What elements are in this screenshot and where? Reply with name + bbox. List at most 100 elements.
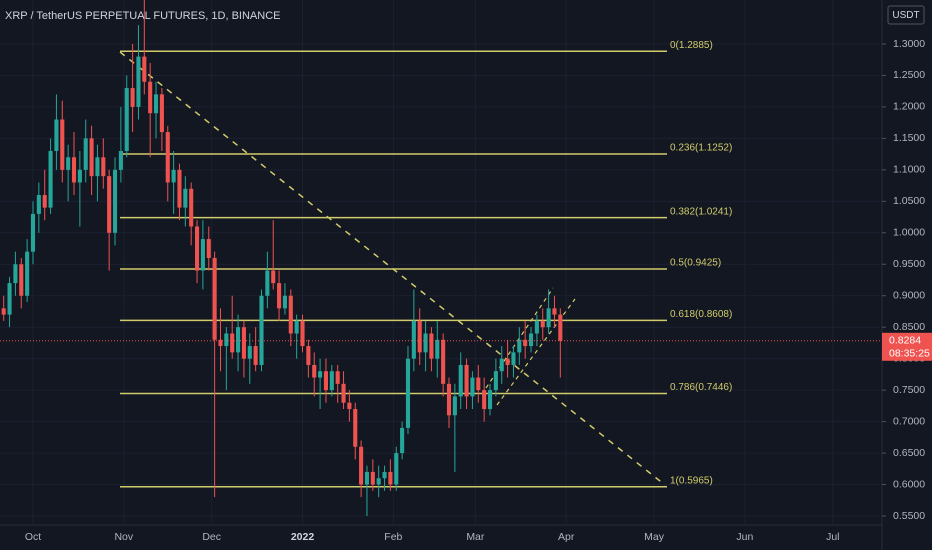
- currency-box[interactable]: [887, 5, 925, 25]
- y-tick-label: 0.6000: [893, 478, 925, 490]
- countdown: 08:35:25: [889, 348, 930, 360]
- candle-body: [400, 427, 405, 454]
- candle-body: [470, 377, 475, 397]
- candle-body: [89, 138, 94, 177]
- y-tick-label: 0.9500: [893, 258, 925, 270]
- candle-body: [60, 119, 65, 170]
- candle-body: [282, 295, 287, 309]
- channel-lower: [496, 298, 576, 406]
- candle-body: [212, 257, 217, 340]
- candle-body: [435, 339, 440, 359]
- candle-body: [71, 157, 77, 183]
- candle-body: [277, 283, 282, 309]
- candle-body: [405, 358, 411, 428]
- fib-label: 1(0.5965): [670, 475, 713, 486]
- candle-body: [136, 56, 141, 107]
- candle-body: [534, 320, 539, 334]
- candle-body: [441, 339, 446, 384]
- candle-body: [411, 320, 416, 359]
- candle-body: [54, 119, 59, 151]
- candle-body: [177, 169, 182, 208]
- candle-body: [83, 138, 88, 170]
- candle-body: [312, 364, 317, 378]
- y-tick-label: 1.0500: [893, 195, 925, 207]
- candle-body: [429, 333, 434, 359]
- candle-body: [335, 371, 340, 384]
- candle-body: [353, 409, 358, 447]
- y-tick-label: 1.1000: [893, 164, 925, 176]
- y-tick-label: 1.1500: [893, 132, 925, 144]
- candle-body: [200, 239, 205, 271]
- candle-body: [364, 471, 370, 485]
- trendline: [119, 51, 666, 486]
- y-tick-label: 1.0000: [893, 227, 925, 239]
- candle-body: [236, 327, 241, 353]
- x-tick-label: Nov: [114, 531, 133, 543]
- candle-body: [517, 339, 522, 353]
- candle-body: [558, 314, 563, 341]
- candle-body: [118, 150, 123, 170]
- candle-body: [247, 346, 252, 359]
- candle-body: [499, 358, 504, 372]
- candle-body: [218, 339, 223, 347]
- fib-label: 0.618(0.8608): [670, 309, 732, 320]
- currency[interactable]: USDT: [892, 10, 919, 21]
- candle-body: [265, 270, 270, 296]
- y-tick-label: 0.7500: [893, 384, 925, 396]
- chart-title: XRP / TetherUS PERPETUAL FUTURES, 1D, BI…: [5, 10, 280, 22]
- fib-retracement: 0(1.2885) 0.236(1.1252) 0.382(1.0241) 0.5(0…: [120, 40, 732, 488]
- candle-body: [48, 150, 53, 208]
- candle-body: [1, 308, 6, 315]
- candle-body: [505, 358, 510, 365]
- trendlines: [119, 51, 666, 486]
- candle-body: [224, 333, 229, 347]
- candle-body: [323, 371, 329, 391]
- candle-body: [130, 88, 135, 107]
- candle-body: [341, 383, 346, 403]
- y-tick-label: 1.3000: [893, 38, 925, 50]
- candle-body: [359, 446, 364, 485]
- fib-label: 0.5(0.9425): [670, 258, 721, 269]
- fib-label: 0.786(0.7446): [670, 382, 732, 393]
- candle-body: [306, 346, 311, 365]
- candle-body: [107, 176, 112, 233]
- candle-body: [417, 320, 422, 353]
- fib-label: 0(1.2885): [670, 40, 713, 51]
- candle-body: [230, 333, 235, 353]
- candle-body: [382, 471, 387, 479]
- candles: [1, 0, 563, 517]
- candle-body: [528, 333, 534, 347]
- candle-body: [259, 295, 264, 365]
- candle-body: [77, 169, 82, 183]
- y-tick-label: 1.2500: [893, 69, 925, 81]
- candle-body: [142, 56, 147, 82]
- y-tick-label: 0.7000: [893, 415, 925, 427]
- x-tick-label: Apr: [558, 531, 575, 543]
- candle-body: [511, 352, 516, 365]
- candle-body: [165, 132, 170, 183]
- candle-body: [189, 188, 194, 227]
- candle-body: [112, 169, 118, 233]
- candle-body: [171, 169, 176, 183]
- x-tick-label: Dec: [202, 531, 221, 543]
- candle-body: [153, 94, 159, 114]
- candle-body: [394, 453, 399, 485]
- x-tick-label: 2022: [291, 531, 315, 543]
- candle-body: [347, 402, 352, 410]
- candle-body: [159, 94, 164, 133]
- candle-body: [36, 195, 41, 214]
- candle-body: [552, 308, 557, 315]
- candle-body: [25, 251, 30, 296]
- candle-body: [540, 320, 545, 328]
- candle-body: [194, 226, 200, 271]
- candle-body: [487, 390, 493, 410]
- candle-body: [271, 270, 276, 284]
- candle-body: [318, 371, 323, 378]
- x-tick-label: Jul: [826, 531, 839, 543]
- candle-body: [546, 308, 551, 328]
- candle-body: [294, 320, 299, 334]
- candle-body: [241, 327, 246, 359]
- fib-label: 0.236(1.1252): [670, 143, 732, 154]
